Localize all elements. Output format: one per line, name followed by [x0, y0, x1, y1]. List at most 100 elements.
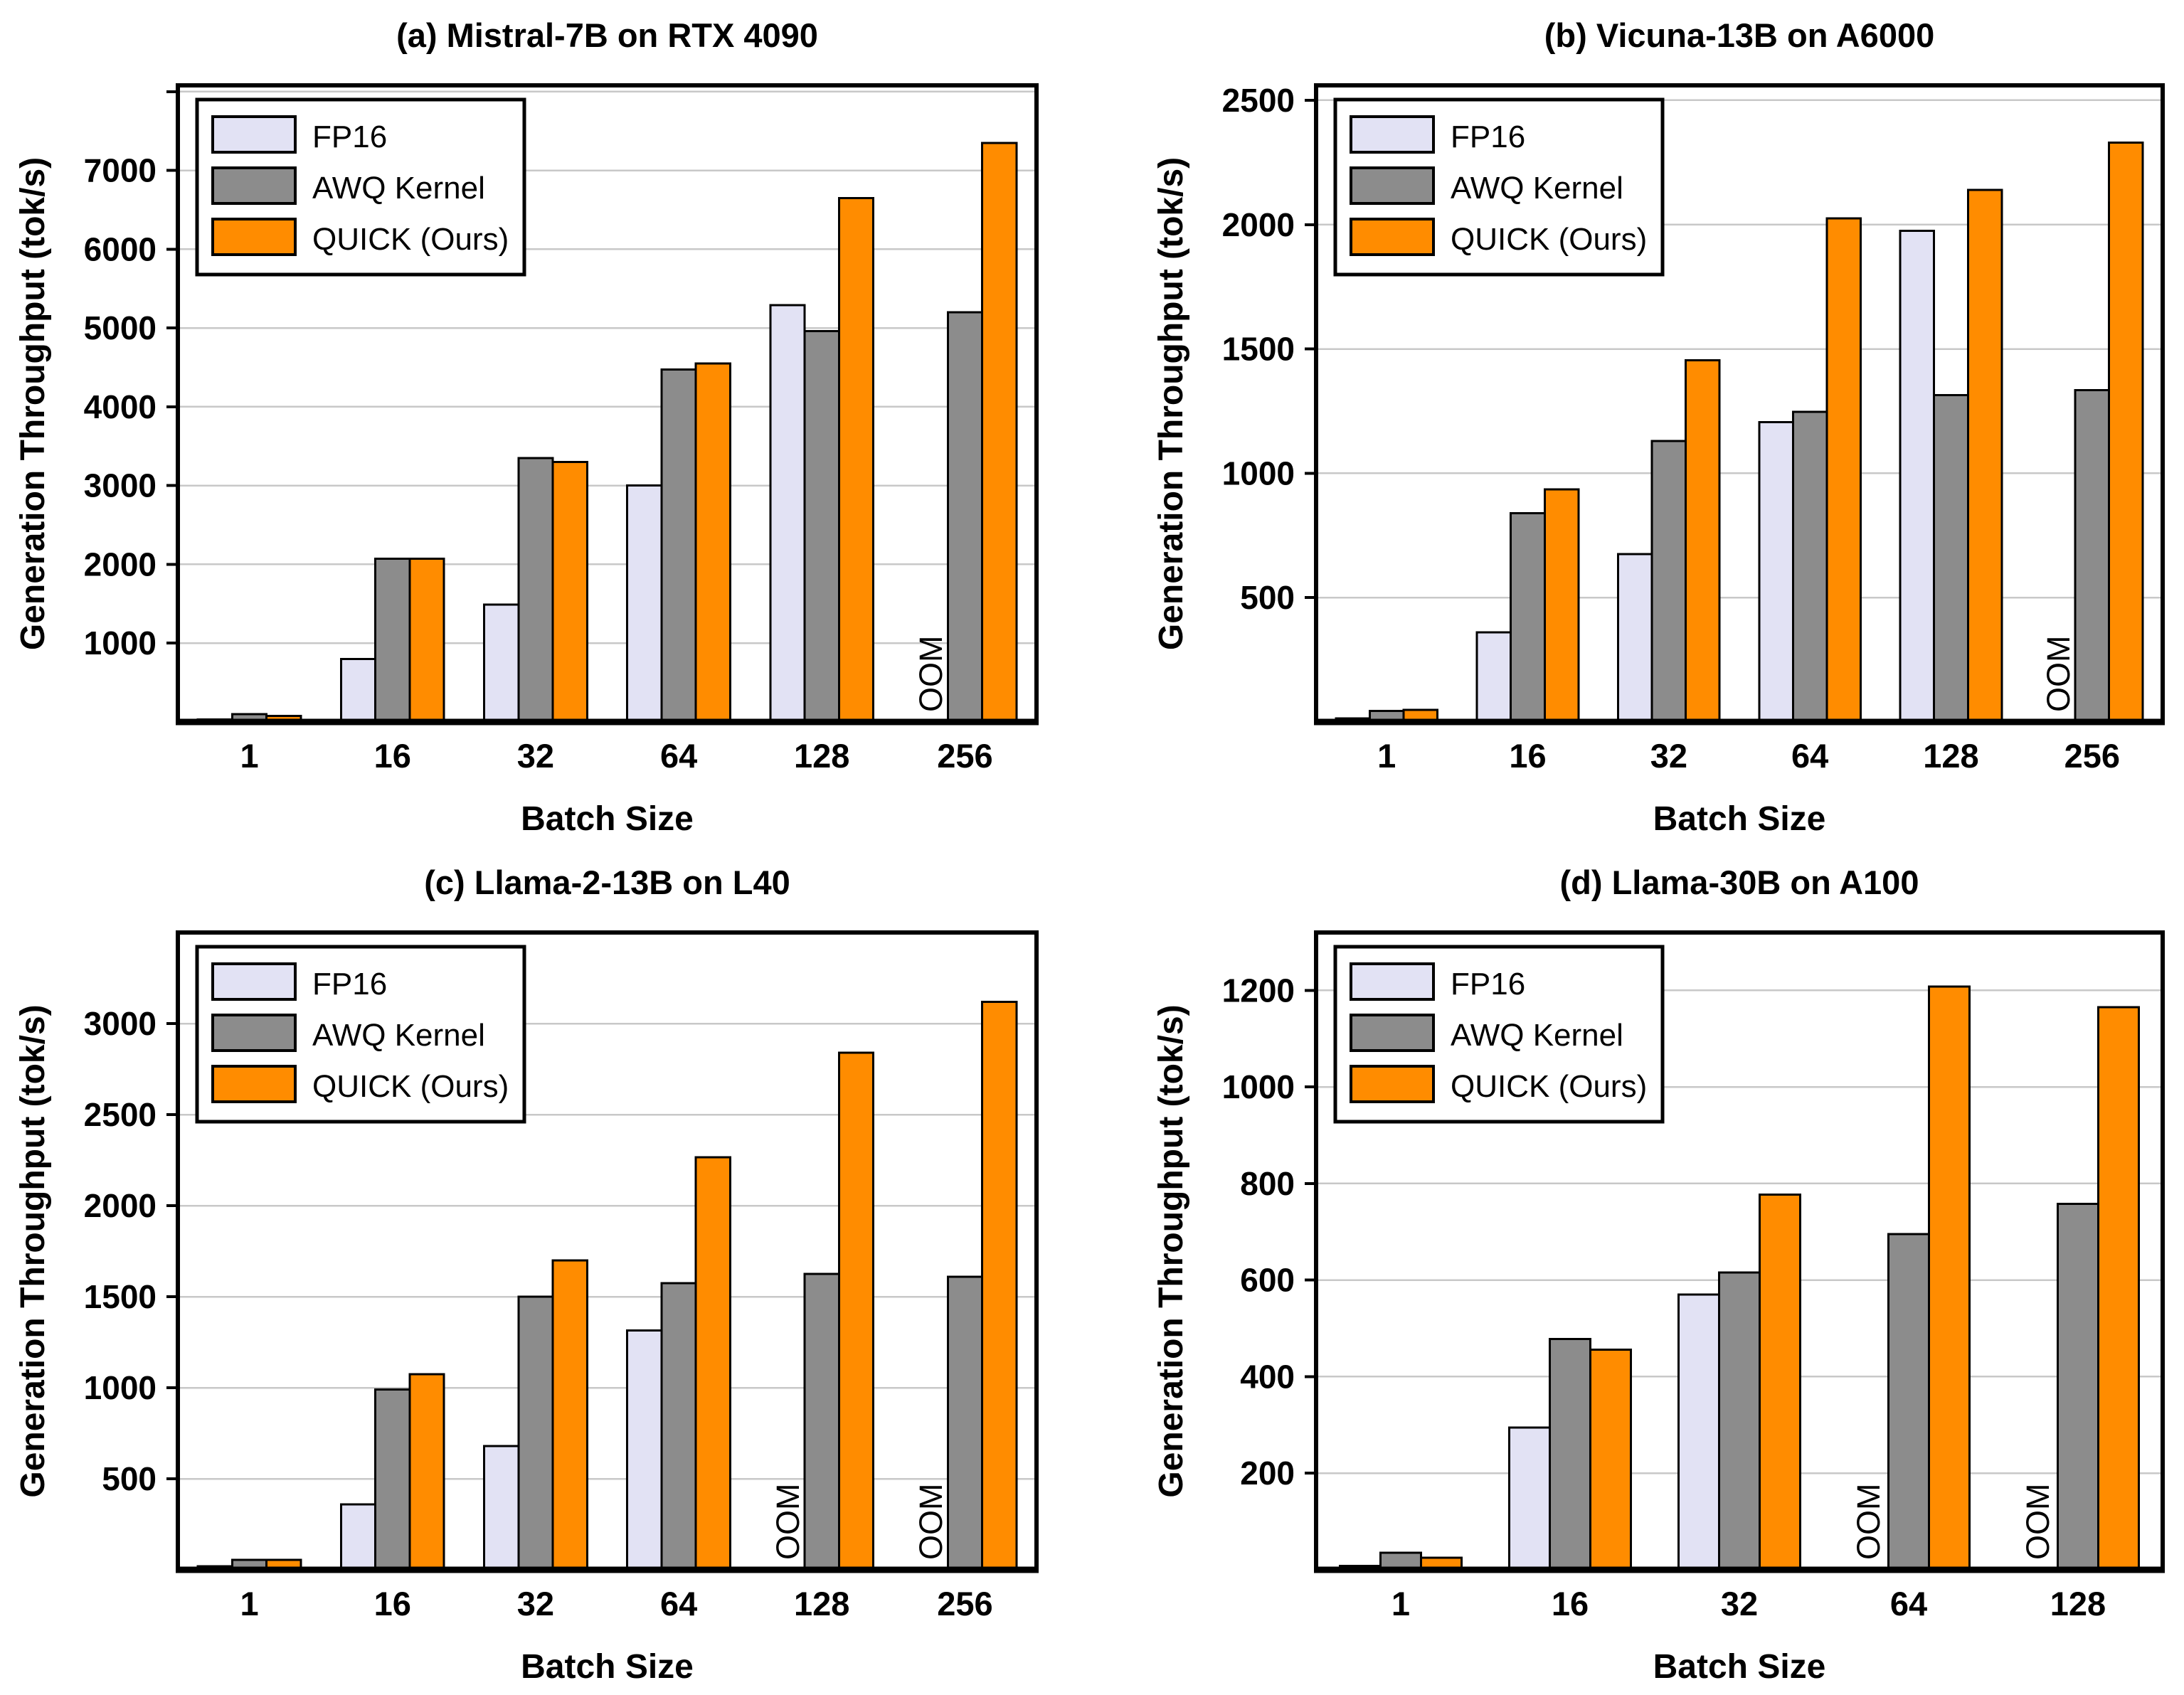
legend-label: FP16 — [312, 967, 387, 1001]
y-tick-label: 5000 — [84, 309, 157, 346]
bar-awq-kernel-256 — [2074, 388, 2111, 723]
legend-swatch-awq — [211, 166, 297, 205]
y-tick-label: 500 — [1240, 579, 1295, 616]
x-tick-label: 128 — [1923, 737, 1978, 775]
x-axis-label: Batch Size — [1653, 1648, 1826, 1686]
y-tick-label: 500 — [102, 1460, 157, 1497]
legend-label: FP16 — [1451, 967, 1525, 1001]
panel-chart-a: (a) Mistral-7B on RTX 4090 1 16 32 64 128 OOM… — [0, 0, 1092, 847]
bar-awq-kernel-128 — [803, 330, 840, 723]
bar-awq-kernel-128 — [1933, 393, 1969, 723]
legend-swatch-fp16 — [1350, 115, 1435, 154]
legend-label: QUICK (Ours) — [312, 222, 509, 257]
x-tick-label: 1 — [1391, 1585, 1410, 1622]
x-tick-label: 32 — [1650, 737, 1687, 775]
bar-awq-kernel-128 — [2056, 1202, 2100, 1571]
bar-awq-kernel-64 — [1887, 1233, 1931, 1571]
y-axis-label: Generation Throughput (tok/s) — [1152, 157, 1190, 650]
x-tick-label: 128 — [794, 1585, 849, 1622]
legend-label: FP16 — [1451, 119, 1525, 154]
bar-quick-ours--16 — [1589, 1348, 1633, 1571]
x-tick-label: 32 — [1721, 1585, 1758, 1622]
bar-fp16-16 — [339, 1503, 377, 1571]
y-tick-label: 3000 — [84, 467, 157, 504]
legend-label: QUICK (Ours) — [1451, 222, 1647, 257]
bar-quick-ours--128 — [1966, 188, 2003, 723]
oom-label: OOM — [2040, 636, 2077, 713]
y-tick-label: 2500 — [84, 1096, 157, 1133]
bar-quick-ours--16 — [408, 1373, 445, 1571]
chart-title-c: (c) Llama-2-13B on L40 — [424, 864, 790, 901]
oom-label: OOM — [913, 1484, 949, 1561]
y-tick-label: 6000 — [84, 230, 157, 267]
bar-quick-ours--128 — [837, 196, 875, 723]
legend-swatch-fp16 — [211, 962, 297, 1001]
bar-quick-ours--128 — [2097, 1006, 2141, 1571]
legend-label: AWQ Kernel — [312, 1018, 485, 1053]
bar-fp16-32 — [482, 603, 520, 723]
x-tick-label: 64 — [660, 1585, 697, 1622]
x-tick-label: 16 — [1509, 737, 1546, 775]
x-tick-label: 64 — [1890, 1585, 1927, 1622]
x-tick-label: 256 — [937, 1585, 992, 1622]
bar-awq-kernel-32 — [517, 1295, 554, 1571]
bar-quick-ours--128 — [837, 1051, 875, 1571]
x-axis-label: Batch Size — [521, 1648, 694, 1686]
chart-title-d: (d) Llama-30B on A100 — [1559, 864, 1919, 901]
bar-quick-ours--64 — [1825, 217, 1862, 723]
y-axis-label: Generation Throughput (tok/s) — [14, 1004, 52, 1497]
bar-awq-kernel-64 — [1791, 410, 1828, 723]
y-axis-label: Generation Throughput (tok/s) — [14, 157, 52, 650]
oom-label: OOM — [1850, 1484, 1887, 1561]
y-tick-label: 2500 — [1222, 82, 1295, 119]
bar-fp16-16 — [1507, 1426, 1551, 1571]
y-tick-label: 7000 — [84, 152, 157, 189]
panel-chart-b: (b) Vicuna-13B on A6000 1 16 32 64 128 OOM 256… — [1092, 0, 2184, 847]
y-tick-label: 1000 — [1222, 1068, 1295, 1105]
y-tick-label: 1200 — [1222, 972, 1295, 1009]
legend-label: QUICK (Ours) — [312, 1069, 509, 1104]
chart-title-b: (b) Vicuna-13B on A6000 — [1544, 16, 1935, 54]
bar-fp16-128 — [769, 304, 806, 723]
bar-quick-ours--16 — [1543, 488, 1580, 723]
bar-awq-kernel-32 — [1717, 1271, 1761, 1571]
bar-fp16-16 — [1475, 631, 1512, 723]
bar-fp16-32 — [1677, 1293, 1720, 1571]
x-tick-label: 128 — [794, 737, 849, 775]
bar-quick-ours--256 — [2108, 141, 2144, 723]
legend-swatch-quick — [211, 1065, 297, 1103]
bar-fp16-64 — [626, 1329, 663, 1571]
x-tick-label: 1 — [1377, 737, 1396, 775]
bar-quick-ours--64 — [1928, 985, 1971, 1571]
x-tick-label: 256 — [2064, 737, 2120, 775]
x-tick-label: 256 — [937, 737, 992, 775]
bar-quick-ours--32 — [551, 460, 588, 723]
bar-awq-kernel-16 — [1548, 1338, 1592, 1571]
bar-awq-kernel-64 — [660, 368, 697, 723]
bar-awq-kernel-128 — [803, 1272, 840, 1571]
x-tick-label: 1 — [240, 737, 259, 775]
y-tick-label: 1000 — [1222, 455, 1295, 492]
bar-awq-kernel-32 — [517, 457, 554, 723]
legend-label: AWQ Kernel — [312, 171, 485, 206]
y-tick-label: 800 — [1240, 1165, 1295, 1202]
oom-label: OOM — [2020, 1484, 2056, 1561]
y-tick-label: 2000 — [84, 1187, 157, 1224]
oom-label: OOM — [913, 636, 949, 713]
bar-quick-ours--32 — [1759, 1194, 1802, 1571]
legend-label: AWQ Kernel — [1451, 1018, 1623, 1053]
y-tick-label: 1500 — [1222, 331, 1295, 368]
y-tick-label: 4000 — [84, 388, 157, 425]
bar-quick-ours--256 — [981, 1000, 1018, 1571]
bar-awq-kernel-64 — [660, 1282, 697, 1571]
x-tick-label: 1 — [240, 1585, 259, 1622]
bar-fp16-128 — [1899, 230, 1936, 723]
y-tick-label: 2000 — [84, 546, 157, 583]
legend-swatch-fp16 — [211, 115, 297, 154]
x-tick-label: 16 — [374, 1585, 411, 1622]
chart-svg-d: 1 16 32OOM64OOM12820040060080010001200Gene… — [1152, 930, 2165, 1686]
legend-label: FP16 — [312, 119, 387, 154]
bar-awq-kernel-32 — [1650, 440, 1687, 723]
x-tick-label: 32 — [517, 1585, 554, 1622]
